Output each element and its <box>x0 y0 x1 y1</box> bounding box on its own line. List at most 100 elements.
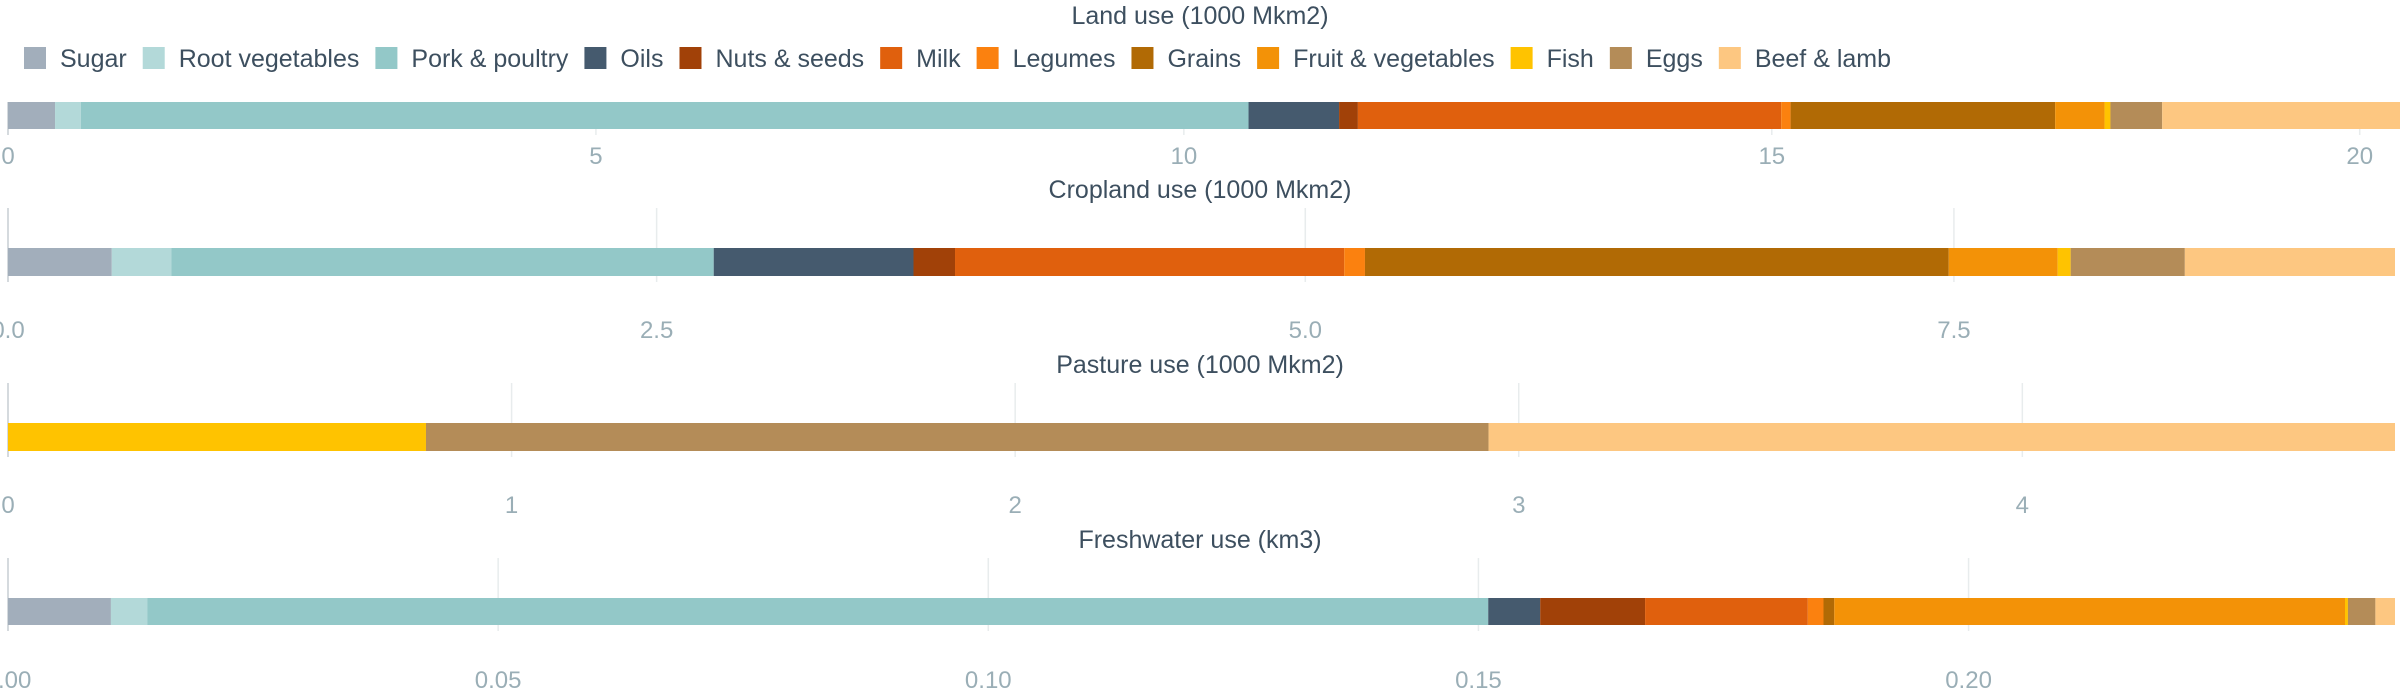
legend-label: Legumes <box>1013 45 1116 73</box>
legend-swatch <box>375 47 398 69</box>
panel-3: Pasture use (1000 Mkm2) 0 1 2 3 4 <box>1 351 2395 519</box>
legend-label: Root vegetables <box>179 45 360 73</box>
panel-title: Pasture use (1000 Mkm2) <box>1056 351 1344 379</box>
panel-2: Cropland use (1000 Mkm2) 0.0 2.5 5.0 7.5 <box>0 176 2395 344</box>
bar-segment-eggs <box>2070 248 2185 276</box>
bar-segment-fish <box>2345 598 2348 625</box>
legend-label: Oils <box>620 45 663 73</box>
legend-item-pork-and-poultry: Pork & poultry <box>375 45 569 73</box>
legend-swatch <box>1718 47 1741 69</box>
bar-segment-beef-and-lamb <box>2184 248 2395 276</box>
x-tick-label: 0.05 <box>475 667 522 694</box>
legend-swatch <box>1131 47 1154 69</box>
panel-1: Land use (1000 Mkm2) 0 5 10 15 20 <box>1 2 2400 170</box>
legend-item-nuts-and-seeds: Nuts & seeds <box>679 45 864 73</box>
legend-swatch <box>1510 47 1533 69</box>
legend-item-grains: Grains <box>1131 45 1241 73</box>
bar-segment-legumes <box>1781 102 1791 129</box>
bar-segment-oils <box>1488 598 1541 625</box>
panel-title: Freshwater use (km3) <box>1078 526 1321 554</box>
legend-label: Fruit & vegetables <box>1293 45 1495 73</box>
bar-segment-fruit-and-vegetables <box>1834 598 2346 625</box>
legend-label: Fish <box>1547 45 1594 73</box>
x-tick-label: 7.5 <box>1937 317 1970 344</box>
bar-segment-nuts-and-seeds <box>1540 598 1646 625</box>
x-tick-label: 20 <box>2346 143 2373 170</box>
bar-segment-eggs <box>2347 598 2376 625</box>
legend-item-eggs: Eggs <box>1609 45 1703 73</box>
bar-segment-grains <box>1823 598 1835 625</box>
legend-item-root-vegetables: Root vegetables <box>142 45 360 73</box>
bar-segment-eggs <box>425 423 1489 451</box>
bar-segment-sugar <box>8 102 56 129</box>
bar-segment-beef-and-lamb <box>2162 102 2400 129</box>
bar-segment-root-vegetables <box>110 598 148 625</box>
bar-segment-nuts-and-seeds <box>1339 102 1358 129</box>
legend-item-legumes: Legumes <box>976 45 1116 73</box>
legend-label: Milk <box>916 45 961 73</box>
legend-label: Nuts & seeds <box>715 45 864 73</box>
x-tick-label: 0.00 <box>0 667 31 694</box>
bar-segment-milk <box>1645 598 1808 625</box>
bar-segment-fruit-and-vegetables <box>1948 248 2058 276</box>
bar-segment-nuts-and-seeds <box>913 248 956 276</box>
bar-segment-fruit-and-vegetables <box>2055 102 2105 129</box>
panel-4: Freshwater use (km3) 0.00 0.05 0.10 0.15 0.20 <box>0 526 2395 694</box>
x-tick-label: 4 <box>2016 492 2029 519</box>
bar-segment-grains <box>1364 248 1949 276</box>
x-tick-label: 10 <box>1171 143 1198 170</box>
bar-segment-grains <box>1790 102 2056 129</box>
bar-segment-beef-and-lamb <box>2375 598 2395 625</box>
panel-title: Land use (1000 Mkm2) <box>1071 2 1328 30</box>
x-tick-label: 3 <box>1512 492 1525 519</box>
x-tick-label: 0.0 <box>0 317 25 344</box>
bar-segment-fish <box>2057 248 2071 276</box>
bar-segment-fish <box>2104 102 2111 129</box>
bar-segment-legumes <box>1807 598 1824 625</box>
bar-segment-root-vegetables <box>55 102 81 129</box>
bar-segment-pork-and-poultry <box>171 248 714 276</box>
bar-segment-legumes <box>1344 248 1365 276</box>
legend-item-oils: Oils <box>584 45 663 73</box>
legend-swatch <box>584 47 607 69</box>
panel-title: Cropland use (1000 Mkm2) <box>1049 176 1352 204</box>
legend-swatch <box>880 47 903 69</box>
x-tick-label: 0.20 <box>1945 667 1992 694</box>
legend-item-fish: Fish <box>1510 45 1594 73</box>
x-tick-label: 0 <box>1 143 14 170</box>
legend-item-sugar: Sugar <box>24 45 127 73</box>
bar-segment-beef-and-lamb <box>1488 423 2395 451</box>
legend-swatch <box>976 47 999 69</box>
bar-segment-fish <box>8 423 426 451</box>
legend-label: Beef & lamb <box>1755 45 1891 73</box>
x-tick-label: 0.15 <box>1455 667 1502 694</box>
x-tick-label: 0.10 <box>965 667 1012 694</box>
x-tick-label: 2 <box>1008 492 1021 519</box>
bar-segment-pork-and-poultry <box>147 598 1489 625</box>
x-tick-label: 15 <box>1758 143 1785 170</box>
legend-item-beef-and-lamb: Beef & lamb <box>1718 45 1891 73</box>
x-tick-label: 2.5 <box>640 317 673 344</box>
bar-segment-milk <box>1357 102 1782 129</box>
bar-segment-sugar <box>8 598 111 625</box>
bar-segment-pork-and-poultry <box>80 102 1249 129</box>
bar-segment-root-vegetables <box>111 248 172 276</box>
x-tick-label: 1 <box>505 492 518 519</box>
bar-segment-eggs <box>2110 102 2163 129</box>
x-tick-label: 5.0 <box>1289 317 1322 344</box>
legend-swatch <box>679 47 702 69</box>
legend-label: Eggs <box>1646 45 1703 73</box>
x-tick-label: 0 <box>1 492 14 519</box>
bar-segment-milk <box>955 248 1345 276</box>
legend-label: Sugar <box>60 45 127 73</box>
legend-label: Pork & poultry <box>411 45 569 73</box>
legend: Sugar Root vegetables Pork & poultry Oils Nu… <box>24 45 1891 73</box>
bar-segment-oils <box>713 248 914 276</box>
legend-swatch <box>1257 47 1280 69</box>
legend-swatch <box>142 47 165 69</box>
bar-segment-oils <box>1248 102 1340 129</box>
legend-swatch <box>24 47 46 69</box>
x-tick-label: 5 <box>589 143 602 170</box>
